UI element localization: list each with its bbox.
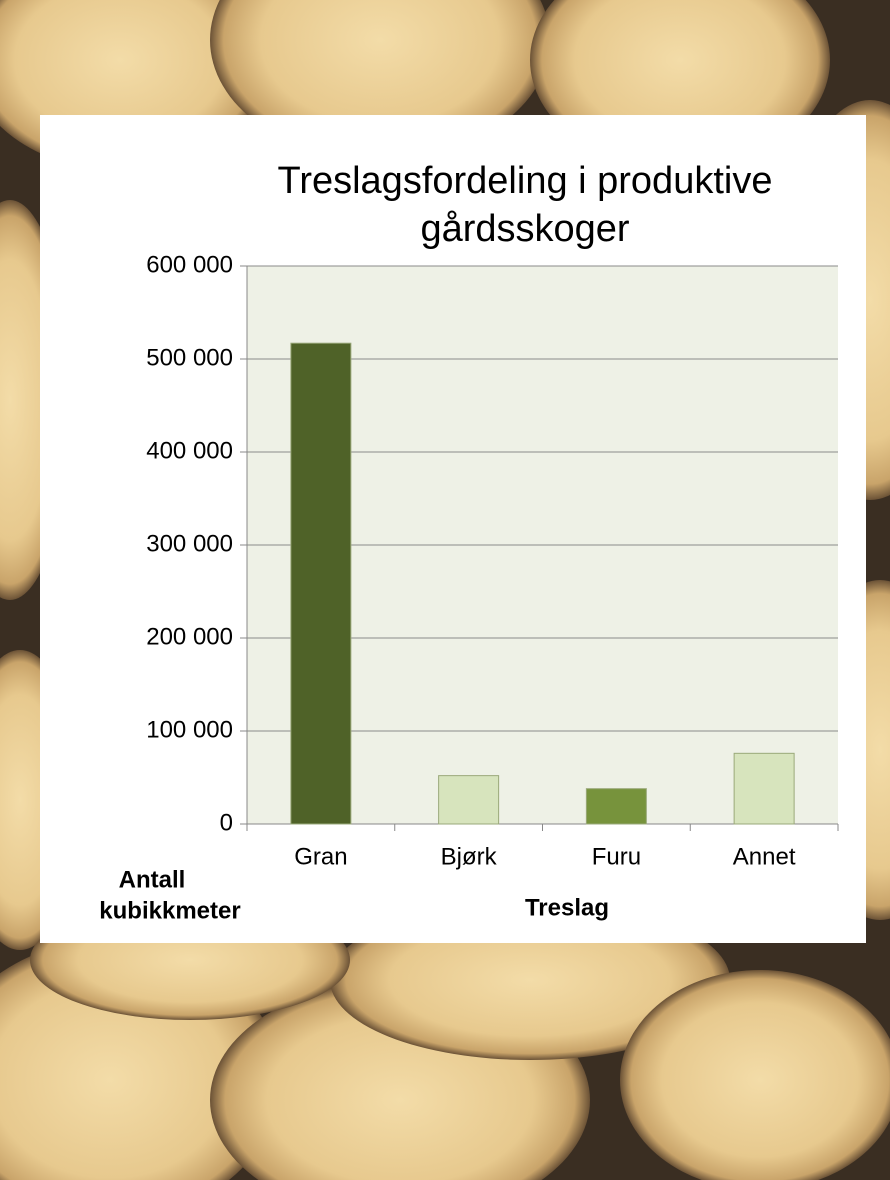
y-tick-label: 200 000 (146, 623, 233, 650)
y-tick-label: 500 000 (146, 344, 233, 371)
bar (291, 343, 351, 824)
x-tick-label: Gran (294, 843, 347, 870)
bar (734, 753, 794, 824)
bar (439, 776, 499, 824)
x-axis-label: Treslag (525, 894, 609, 921)
y-tick-label: 100 000 (146, 716, 233, 743)
y-axis-label: Antall (119, 866, 186, 893)
x-tick-label: Bjørk (441, 843, 498, 870)
x-tick-label: Furu (592, 843, 641, 870)
y-tick-label: 300 000 (146, 530, 233, 557)
y-axis-label: kubikkmeter (99, 897, 240, 924)
chart-title: gårdsskoger (420, 208, 629, 250)
bar (586, 789, 646, 824)
y-tick-label: 600 000 (146, 251, 233, 278)
y-tick-label: 400 000 (146, 437, 233, 464)
y-tick-label: 0 (220, 809, 233, 836)
page: Treslagsfordeling i produktive gårdsskog… (0, 0, 890, 1180)
chart-title: Treslagsfordeling i produktive (278, 160, 773, 202)
x-tick-label: Annet (733, 843, 796, 870)
